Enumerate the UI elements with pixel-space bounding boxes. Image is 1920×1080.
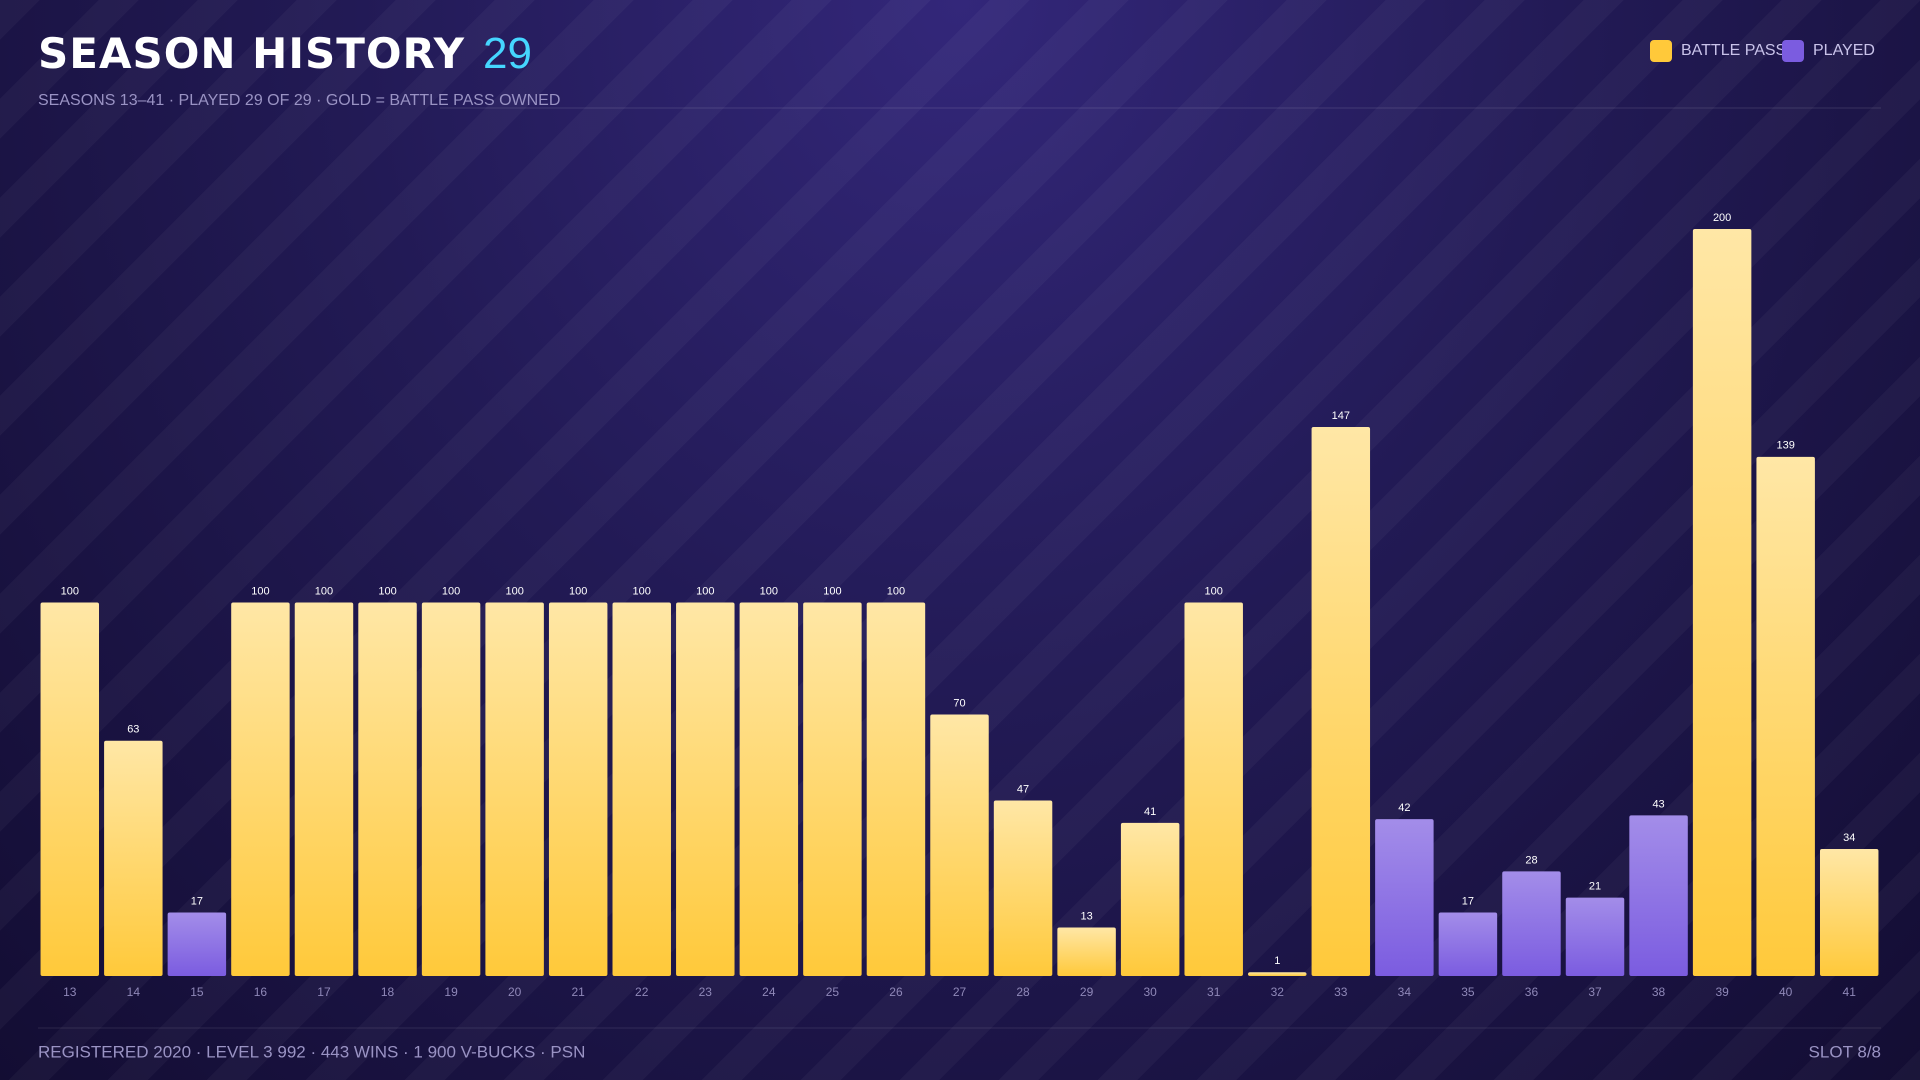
x-tick-label: 23 <box>699 985 713 999</box>
slot: SLOT 8/8 <box>1809 1042 1881 1061</box>
x-tick-label: 14 <box>127 985 141 999</box>
value-label: 100 <box>633 585 651 597</box>
x-tick-label: 39 <box>1715 985 1729 999</box>
value-label: 100 <box>315 585 333 597</box>
value-label: 41 <box>1144 806 1156 818</box>
x-tick-label: 26 <box>889 985 903 999</box>
value-label: 28 <box>1525 854 1537 866</box>
legend-label: BATTLE PASS <box>1681 42 1786 59</box>
bar <box>421 602 481 976</box>
bar <box>1692 229 1752 976</box>
legend-swatch <box>1650 40 1672 62</box>
bar <box>739 602 799 976</box>
bar <box>1057 927 1116 976</box>
legend-swatch <box>1782 40 1804 62</box>
bar <box>485 602 544 976</box>
x-tick-label: 29 <box>1080 985 1094 999</box>
x-tick-label: 21 <box>572 985 586 999</box>
bar <box>358 602 417 976</box>
bar <box>1565 897 1625 976</box>
x-tick-label: 36 <box>1525 985 1539 999</box>
value-label: 13 <box>1080 910 1092 922</box>
value-label: 100 <box>251 585 269 597</box>
value-label: 42 <box>1398 802 1410 814</box>
bar <box>1819 849 1879 976</box>
bar <box>866 602 926 976</box>
bar <box>1756 456 1815 977</box>
x-tick-label: 25 <box>826 985 840 999</box>
x-tick-label: 38 <box>1652 985 1666 999</box>
x-tick-label: 32 <box>1271 985 1285 999</box>
bar <box>294 602 354 976</box>
bar <box>1120 822 1180 976</box>
x-tick-label: 37 <box>1588 985 1602 999</box>
x-tick-label: 19 <box>444 985 458 999</box>
bar <box>1311 426 1371 977</box>
value-label: 100 <box>1205 585 1223 597</box>
value-label: 43 <box>1652 798 1664 810</box>
value-label: 147 <box>1332 410 1350 422</box>
bar <box>104 740 163 976</box>
value-label: 100 <box>378 585 396 597</box>
title: SEASON HISTORY <box>38 29 465 78</box>
value-label: 1 <box>1274 955 1280 967</box>
bar <box>1438 912 1498 976</box>
x-tick-label: 40 <box>1779 985 1793 999</box>
value-label: 100 <box>887 585 905 597</box>
x-tick-label: 18 <box>381 985 395 999</box>
x-tick-label: 30 <box>1143 985 1157 999</box>
bar <box>548 602 608 976</box>
value-label: 100 <box>61 585 79 597</box>
x-tick-label: 28 <box>1016 985 1030 999</box>
value-label: 17 <box>1462 895 1474 907</box>
bar <box>40 602 100 976</box>
value-label: 100 <box>442 585 460 597</box>
value-label: 139 <box>1776 440 1794 452</box>
bar <box>231 602 290 976</box>
x-tick-label: 22 <box>635 985 649 999</box>
x-tick-label: 31 <box>1207 985 1221 999</box>
value-label: 47 <box>1017 783 1029 795</box>
x-tick-label: 24 <box>762 985 776 999</box>
value-label: 100 <box>760 585 778 597</box>
x-tick-label: 27 <box>953 985 967 999</box>
title-row: SEASON HISTORY 29 <box>38 29 532 78</box>
x-tick-label: 34 <box>1398 985 1412 999</box>
x-tick-label: 13 <box>63 985 77 999</box>
value-label: 63 <box>127 724 139 736</box>
bar <box>612 602 671 976</box>
value-label: 100 <box>505 585 523 597</box>
bar <box>993 800 1053 976</box>
value-label: 17 <box>191 895 203 907</box>
bar <box>803 602 862 976</box>
value-label: 34 <box>1843 832 1855 844</box>
bar <box>1184 602 1243 976</box>
x-tick-label: 20 <box>508 985 522 999</box>
footer-stats: REGISTERED 2020 · LEVEL 3 992 · 443 WINS… <box>38 1042 585 1061</box>
subtitle: SEASONS 13–41 · PLAYED 29 OF 29 · GOLD =… <box>38 92 560 109</box>
value-label: 200 <box>1713 212 1731 224</box>
bar <box>1248 972 1307 976</box>
x-tick-label: 15 <box>190 985 204 999</box>
value-label: 100 <box>696 585 714 597</box>
value-label: 70 <box>953 697 965 709</box>
value-label: 21 <box>1589 880 1601 892</box>
x-tick-label: 16 <box>254 985 268 999</box>
value-label: 100 <box>823 585 841 597</box>
x-tick-label: 17 <box>317 985 331 999</box>
legend-label: PLAYED <box>1813 42 1875 59</box>
bar <box>1375 819 1434 976</box>
value-label: 100 <box>569 585 587 597</box>
x-tick-label: 41 <box>1843 985 1857 999</box>
bar <box>930 714 989 976</box>
bar <box>676 602 735 976</box>
bar <box>1502 871 1561 976</box>
bar <box>1629 815 1688 976</box>
x-tick-label: 35 <box>1461 985 1475 999</box>
bar <box>167 912 227 976</box>
season-count: 29 <box>483 29 532 78</box>
x-tick-label: 33 <box>1334 985 1348 999</box>
